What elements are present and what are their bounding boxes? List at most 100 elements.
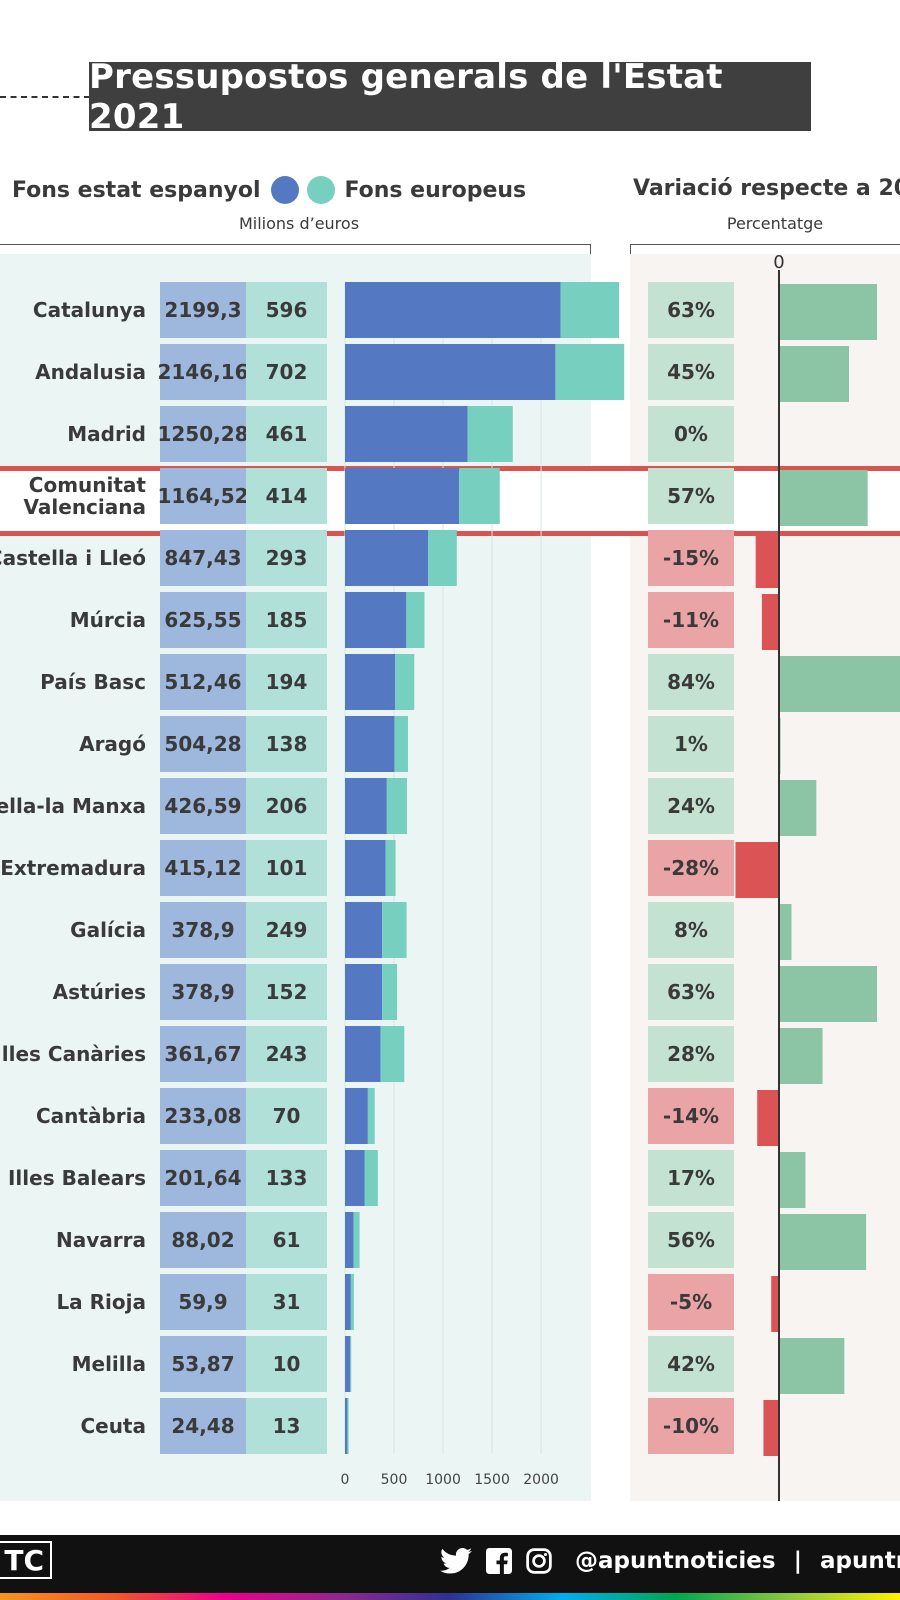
variation-value: 1% bbox=[648, 716, 734, 772]
variation-value: 57% bbox=[648, 468, 734, 524]
bar-eu bbox=[364, 1150, 378, 1206]
bar-eu bbox=[467, 406, 513, 462]
social-icons bbox=[440, 1547, 552, 1579]
variation-value: 17% bbox=[648, 1150, 734, 1206]
variation-value: 8% bbox=[648, 902, 734, 958]
eu-funds-value: 152 bbox=[246, 964, 327, 1020]
bar-eu bbox=[347, 1398, 349, 1454]
region-label: Illes Canàries bbox=[0, 1042, 146, 1066]
eu-funds-value: 101 bbox=[246, 840, 327, 896]
state-funds-value: 1164,52 bbox=[157, 468, 249, 524]
x-tick-label: 0 bbox=[341, 1472, 350, 1488]
bar-state bbox=[345, 964, 383, 1020]
variation-value: 63% bbox=[648, 282, 734, 338]
region-label: Catalunya bbox=[32, 298, 146, 322]
state-funds-value: 88,02 bbox=[160, 1212, 246, 1268]
variation-bar-positive bbox=[779, 1152, 806, 1208]
region-label: Extremadura bbox=[0, 856, 146, 880]
state-funds-value: 59,9 bbox=[160, 1274, 246, 1330]
region-label: Illes Balears bbox=[7, 1166, 146, 1190]
region-label: Andalusia bbox=[35, 360, 146, 384]
variation-value: 63% bbox=[648, 964, 734, 1020]
variation-bar-positive bbox=[779, 966, 877, 1022]
bar-eu bbox=[560, 282, 620, 338]
bar-state bbox=[345, 1150, 365, 1206]
variation-value: 56% bbox=[648, 1212, 734, 1268]
region-label: La Rioja bbox=[56, 1290, 146, 1314]
bar-eu bbox=[380, 1026, 405, 1082]
region-label: Madrid bbox=[67, 422, 146, 446]
variation-bar-negative bbox=[757, 1090, 779, 1146]
social-handle[interactable]: @apuntnoticies bbox=[575, 1548, 776, 1574]
eu-funds-value: 596 bbox=[246, 282, 327, 338]
variation-bar-positive bbox=[779, 1214, 867, 1270]
eu-funds-value: 185 bbox=[246, 592, 327, 648]
bar-state bbox=[345, 778, 387, 834]
eu-funds-value: 249 bbox=[246, 902, 327, 958]
region-label: Aragó bbox=[79, 732, 146, 756]
region-label: Navarra bbox=[56, 1228, 146, 1252]
variation-bar-negative bbox=[771, 1276, 779, 1332]
bar-state bbox=[345, 282, 561, 338]
state-funds-value: 504,28 bbox=[160, 716, 246, 772]
bar-state bbox=[345, 592, 407, 648]
bar-eu bbox=[382, 902, 407, 958]
footer-separator: | bbox=[793, 1548, 803, 1574]
right-bracket bbox=[630, 244, 900, 255]
bar-eu bbox=[382, 964, 398, 1020]
eu-funds-value: 133 bbox=[246, 1150, 327, 1206]
variation-bar-negative bbox=[761, 594, 779, 650]
legend-state-label: Fons estat espanyol bbox=[12, 177, 261, 203]
variation-value: 42% bbox=[648, 1336, 734, 1392]
bar-state bbox=[345, 406, 468, 462]
twitter-icon[interactable] bbox=[440, 1547, 472, 1579]
bar-eu bbox=[385, 840, 396, 896]
region-label: Comunitat Valenciana bbox=[0, 468, 146, 524]
variation-bar-positive bbox=[779, 780, 817, 836]
state-funds-value: 53,87 bbox=[160, 1336, 246, 1392]
x-tick-label: 1500 bbox=[474, 1472, 510, 1488]
region-label-line: Valenciana bbox=[23, 495, 146, 519]
bar-state bbox=[345, 344, 556, 400]
page-title: Pressupostos generals de l'Estat 2021 bbox=[89, 57, 811, 137]
website-link[interactable]: apuntm bbox=[820, 1548, 900, 1574]
bar-eu bbox=[406, 592, 425, 648]
state-funds-value: 233,08 bbox=[160, 1088, 246, 1144]
bar-eu bbox=[459, 468, 500, 524]
bar-eu bbox=[386, 778, 408, 834]
x-tick-label: 1000 bbox=[425, 1472, 461, 1488]
state-funds-value: 847,43 bbox=[160, 530, 246, 586]
instagram-icon[interactable] bbox=[526, 1548, 552, 1578]
region-label: Cantàbria bbox=[36, 1104, 146, 1128]
state-funds-value: 415,12 bbox=[160, 840, 246, 896]
bar-state bbox=[345, 902, 383, 958]
region-label: Galícia bbox=[70, 918, 146, 942]
bar-state bbox=[345, 1336, 351, 1392]
state-funds-value: 361,67 bbox=[160, 1026, 246, 1082]
bar-state bbox=[345, 1274, 351, 1330]
variation-bar-positive bbox=[779, 284, 877, 340]
legend-eu-label: Fons europeus bbox=[344, 177, 527, 203]
region-label: Astúries bbox=[52, 980, 146, 1004]
eu-funds-value: 414 bbox=[246, 468, 327, 524]
region-label-line: Comunitat bbox=[28, 473, 146, 497]
legend-eu-dot bbox=[306, 176, 335, 204]
brand-logo: TC bbox=[0, 1541, 52, 1579]
region-label: Castella i Lleó bbox=[0, 546, 146, 570]
bar-state bbox=[345, 840, 386, 896]
state-funds-value: 625,55 bbox=[160, 592, 246, 648]
state-funds-value: 378,9 bbox=[160, 964, 246, 1020]
facebook-icon[interactable] bbox=[486, 1548, 512, 1578]
bar-eu bbox=[350, 1336, 352, 1392]
variation-bar-negative bbox=[755, 532, 779, 588]
region-label: Ceuta bbox=[80, 1414, 146, 1438]
eu-funds-value: 138 bbox=[246, 716, 327, 772]
variation-value: 0% bbox=[648, 406, 734, 462]
bar-eu bbox=[367, 1088, 375, 1144]
bar-state bbox=[345, 1026, 381, 1082]
state-funds-value: 512,46 bbox=[160, 654, 246, 710]
variation-value: 28% bbox=[648, 1026, 734, 1082]
bar-state bbox=[345, 468, 460, 524]
